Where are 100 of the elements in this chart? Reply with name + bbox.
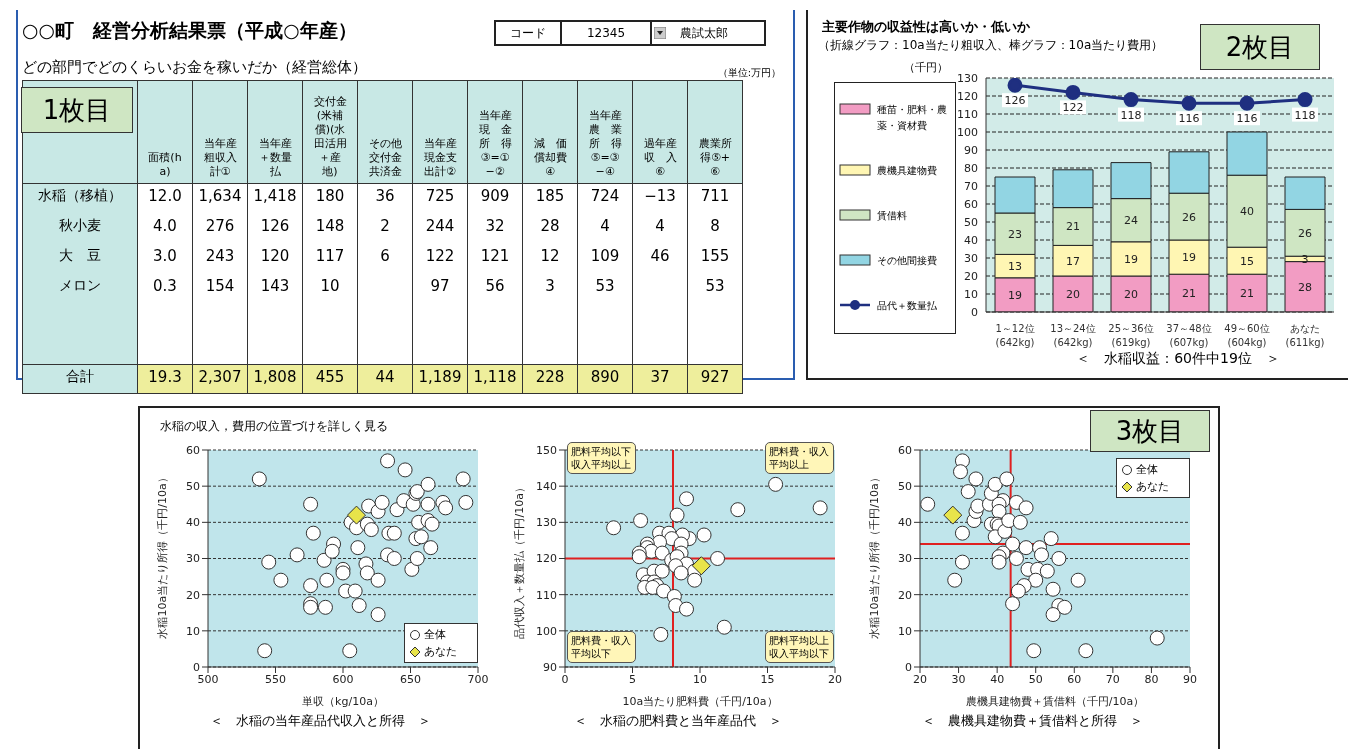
text: ○○町 経営分析結果票（平成○年産） (22, 18, 357, 43)
x-tick-label: 70 (1105, 672, 1120, 686)
data-label: 927 (687, 364, 743, 394)
annotation: 肥料費・収入平均以下 (567, 631, 636, 663)
series-label: 当年産農 業所 得⑤=③−④ (587, 109, 623, 179)
data-label: 20 (1066, 287, 1080, 301)
y-tick-label: 100 (957, 125, 978, 139)
legend-label: 農機具建物費 (877, 163, 938, 178)
data-label: 116 (1236, 112, 1258, 126)
text: 農試太郎 (680, 24, 728, 42)
y-tick-label: 90 (543, 660, 557, 674)
data-label: 180 (302, 183, 358, 214)
y-tick-label: 40 (898, 516, 912, 530)
y-tick-label: 10 (964, 287, 978, 301)
y-tick-label: 30 (186, 552, 200, 566)
y-tick-label: 60 (186, 443, 200, 457)
data-label: 13 (1008, 260, 1022, 274)
y-tick-label: 20 (898, 588, 912, 602)
y-tick-label: 100 (536, 624, 557, 638)
data-label: 20 (1124, 287, 1138, 301)
data-label: 28 (1298, 280, 1312, 294)
data-label: 116 (1178, 112, 1200, 126)
x-tick-label: 80 (1144, 672, 1159, 686)
data-label: 32 (467, 214, 523, 244)
data-label: 148 (302, 214, 358, 244)
x-axis-title: ＜ 水稲収益：60件中19位 ＞ (1075, 350, 1281, 368)
x-tick-label: 700 (467, 672, 489, 686)
x-axis-title: 10a当たり肥料費（千円/10a） (622, 695, 778, 708)
x-tick-label: 60 (1067, 672, 1082, 686)
data-label: 711 (687, 183, 743, 214)
series-label: 面積(ha) (147, 151, 183, 179)
legend-label: 全体 (424, 627, 446, 643)
data-label: 109 (577, 244, 633, 274)
x-tick-label: 0 (561, 672, 569, 686)
data-label: 121 (467, 244, 523, 274)
data-label: 56 (467, 274, 523, 365)
data-label: 17 (1066, 254, 1080, 268)
text: どの部門でどのくらいお金を稼いだか（経営総体） (22, 58, 367, 77)
x-tick-label: 13～24位(642kg) (1050, 323, 1096, 348)
y-tick-label: 150 (536, 443, 557, 457)
data-label: 4 (577, 214, 633, 244)
y-tick-label: 70 (964, 179, 978, 193)
y-tick-label: 140 (536, 480, 557, 494)
y-tick-label: 20 (186, 588, 200, 602)
data-label: 117 (302, 244, 358, 274)
data-label: 3.0 (137, 244, 193, 274)
data-label: 26 (1182, 210, 1196, 224)
series-label: 当年産現 金所 得③=①−② (477, 109, 513, 179)
data-label: 19.3 (137, 364, 193, 394)
text: ＜ 農機具建物費＋賃借料と所得 ＞ (921, 712, 1144, 730)
data-label: 36 (357, 183, 413, 214)
y-axis-title: 品代収入＋数量払（千円/10a） (512, 482, 526, 639)
x-axis-title: 農機具建物費＋賃借料（千円/10a） (965, 695, 1145, 708)
x-tick-label: 500 (197, 672, 219, 686)
y-axis-title: 水稲10a当たり所得（千円/10a） (867, 472, 881, 639)
category-label: 大 豆 (22, 244, 138, 274)
y-tick-label: 0 (193, 660, 200, 674)
x-tick-label: 37～48位(607kg) (1166, 323, 1212, 348)
x-tick-label: 40 (990, 672, 1005, 686)
data-label: 12.0 (137, 183, 193, 214)
y-tick-label: 90 (964, 143, 978, 157)
y-tick-label: 20 (964, 269, 978, 283)
data-label: 725 (412, 183, 468, 214)
series-label: 農業所得⑤+⑥ (697, 137, 733, 179)
data-label: 118 (1120, 108, 1142, 122)
data-label: 228 (522, 364, 578, 394)
category-label: 合計 (22, 364, 138, 394)
data-label: 890 (577, 364, 633, 394)
data-label: 1,808 (247, 364, 303, 394)
y-tick-label: 10 (186, 624, 200, 638)
x-tick-label: 15 (760, 672, 775, 686)
x-axis-title: 単収（kg/10a） (302, 695, 384, 708)
data-label: 143 (247, 274, 303, 365)
x-tick-label: あなた(611kg) (1285, 323, 1325, 348)
y-tick-label: 120 (957, 89, 978, 103)
x-tick-label: 20 (913, 672, 927, 686)
y-tick-label: 110 (957, 107, 978, 121)
data-label: 2,307 (192, 364, 248, 394)
series-label: その他交付金共済金 (367, 137, 403, 179)
x-tick-label: 1～12位(642kg) (995, 323, 1035, 348)
series-label: 当年産現金支出計② (422, 137, 458, 179)
data-label: 6 (357, 244, 413, 274)
x-tick-label: 20 (828, 672, 842, 686)
legend-label: あなた (1136, 479, 1169, 495)
data-label: 155 (687, 244, 743, 274)
x-tick-label: 50 (1028, 672, 1043, 686)
data-label: 122 (1062, 101, 1084, 115)
x-tick-label: 600 (332, 672, 354, 686)
y-tick-label: 40 (964, 233, 978, 247)
text: コード (496, 22, 562, 44)
y-tick-label: 110 (536, 588, 557, 602)
x-tick-label: 5 (629, 672, 636, 686)
data-label: 21 (1066, 220, 1080, 234)
y-tick-label: 30 (898, 552, 912, 566)
data-label: 909 (467, 183, 523, 214)
series-label: 交付金(米補償)(水田活用＋産地) (312, 95, 348, 179)
y-axis-title: （千円） (904, 60, 948, 75)
data-label: 276 (192, 214, 248, 244)
y-tick-label: 30 (964, 251, 978, 265)
x-tick-label: 650 (400, 672, 421, 686)
